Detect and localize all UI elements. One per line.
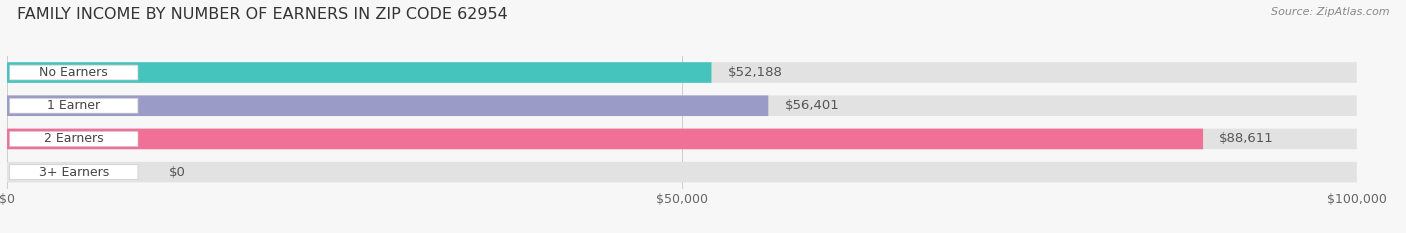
FancyBboxPatch shape [7, 162, 1357, 182]
FancyBboxPatch shape [10, 65, 138, 80]
FancyBboxPatch shape [10, 165, 138, 180]
Text: No Earners: No Earners [39, 66, 108, 79]
Text: Source: ZipAtlas.com: Source: ZipAtlas.com [1271, 7, 1389, 17]
FancyBboxPatch shape [10, 98, 138, 113]
FancyBboxPatch shape [7, 96, 768, 116]
FancyBboxPatch shape [10, 131, 138, 146]
FancyBboxPatch shape [7, 129, 1204, 149]
Text: 3+ Earners: 3+ Earners [39, 166, 110, 179]
Text: FAMILY INCOME BY NUMBER OF EARNERS IN ZIP CODE 62954: FAMILY INCOME BY NUMBER OF EARNERS IN ZI… [17, 7, 508, 22]
Text: $56,401: $56,401 [785, 99, 839, 112]
Text: $0: $0 [169, 166, 186, 179]
FancyBboxPatch shape [7, 96, 1357, 116]
FancyBboxPatch shape [7, 62, 711, 83]
Text: $88,611: $88,611 [1219, 132, 1274, 145]
Text: 1 Earner: 1 Earner [48, 99, 100, 112]
FancyBboxPatch shape [7, 129, 1357, 149]
Text: $52,188: $52,188 [728, 66, 783, 79]
FancyBboxPatch shape [7, 62, 1357, 83]
Text: 2 Earners: 2 Earners [44, 132, 104, 145]
